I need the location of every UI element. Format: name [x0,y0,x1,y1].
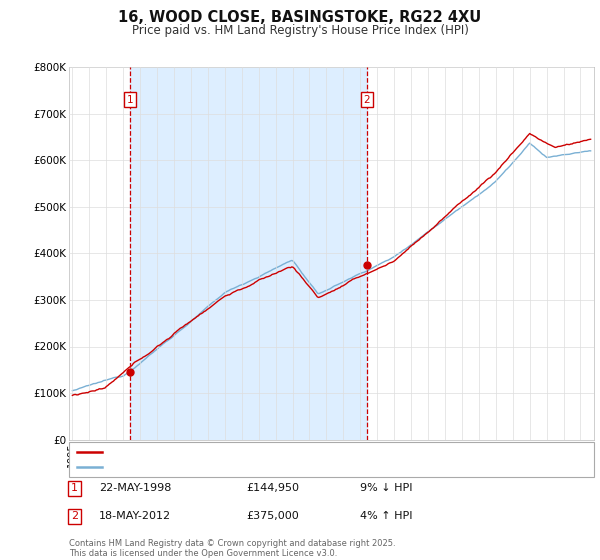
Text: HPI: Average price, detached house, Basingstoke and Deane: HPI: Average price, detached house, Basi… [106,463,422,473]
Text: 2: 2 [364,95,370,105]
Bar [130,67,367,440]
Text: 16, WOOD CLOSE, BASINGSTOKE, RG22 4XU: 16, WOOD CLOSE, BASINGSTOKE, RG22 4XU [118,10,482,25]
Text: 16, WOOD CLOSE, BASINGSTOKE, RG22 4XU (detached house): 16, WOOD CLOSE, BASINGSTOKE, RG22 4XU (d… [106,447,433,457]
Text: £375,000: £375,000 [246,511,299,521]
Text: £144,950: £144,950 [246,483,299,493]
Text: 1: 1 [71,483,78,493]
Text: 2: 2 [71,511,78,521]
Text: 22-MAY-1998: 22-MAY-1998 [99,483,172,493]
Text: 9% ↓ HPI: 9% ↓ HPI [360,483,413,493]
Text: 4% ↑ HPI: 4% ↑ HPI [360,511,413,521]
Text: 1: 1 [127,95,133,105]
Text: Price paid vs. HM Land Registry's House Price Index (HPI): Price paid vs. HM Land Registry's House … [131,24,469,36]
Text: 18-MAY-2012: 18-MAY-2012 [99,511,171,521]
Text: Contains HM Land Registry data © Crown copyright and database right 2025.
This d: Contains HM Land Registry data © Crown c… [69,539,395,558]
